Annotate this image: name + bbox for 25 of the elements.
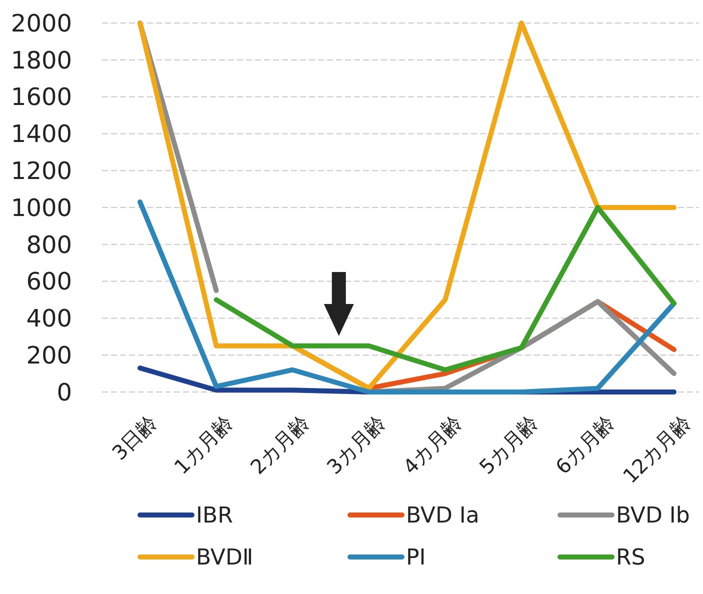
y-tick-label: 2000 [10, 9, 72, 38]
y-tick-label: 1800 [10, 46, 72, 74]
legend-label: PI [406, 546, 426, 571]
x-tick-label: 3日齢 [107, 410, 162, 465]
x-tick-label: 6カ月齢 [550, 410, 620, 479]
y-tick-label: 1600 [10, 83, 72, 112]
legend-label: IBR [196, 504, 233, 529]
legend-label: BVD Ⅰa [406, 504, 480, 529]
x-tick-label: 1カ月齢 [169, 410, 238, 479]
y-tick-label: 1400 [10, 120, 72, 148]
x-tick-label: 3カ月齢 [322, 410, 390, 479]
x-tick-label: 12カ月齢 [618, 410, 696, 488]
x-tick-label: 5カ月齢 [474, 410, 543, 479]
y-tick-label: 0 [56, 378, 72, 406]
legend-label: RS [616, 546, 646, 571]
y-tick-label: 1200 [10, 157, 72, 185]
y-tick-label: 800 [26, 230, 72, 259]
legend-label: BVDⅡ [196, 546, 254, 571]
y-tick-label: 200 [26, 342, 72, 370]
legend-label: BVD Ⅰb [616, 504, 690, 529]
y-tick-label: 400 [26, 304, 72, 333]
y-tick-label: 1000 [10, 194, 72, 222]
y-tick-label: 600 [26, 268, 72, 296]
x-tick-label: 2カ月齢 [246, 410, 314, 479]
x-tick-label: 4カ月齢 [398, 410, 467, 479]
